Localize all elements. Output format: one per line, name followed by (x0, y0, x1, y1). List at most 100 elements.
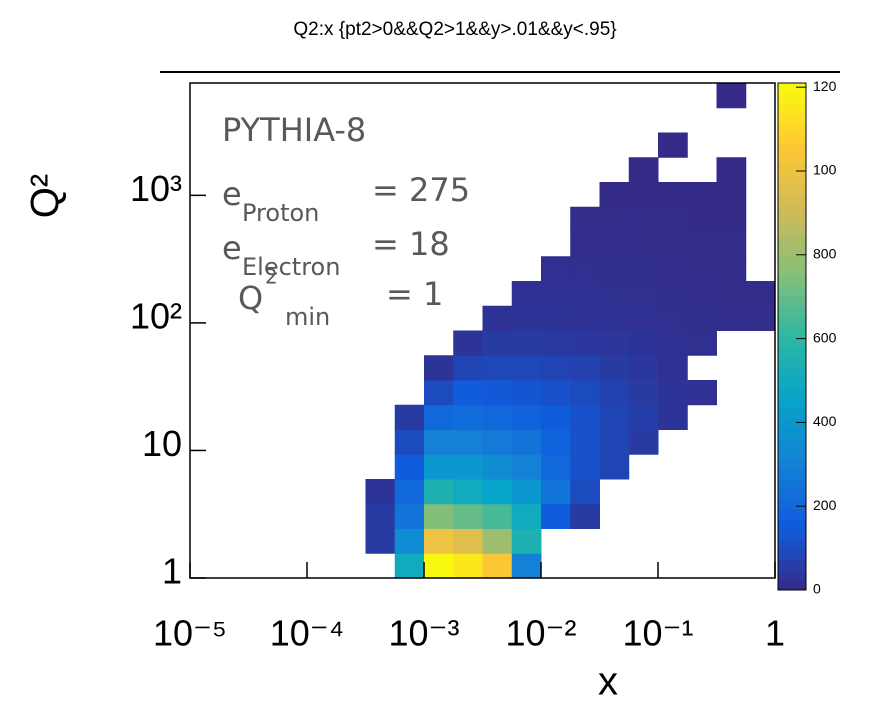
colorbar-band (778, 103, 806, 114)
annotation-value: = 1 (386, 275, 443, 313)
heatmap-cell (570, 305, 600, 331)
colorbar-band (778, 174, 806, 185)
heatmap-cell (716, 281, 747, 307)
heatmap-cell (658, 380, 688, 406)
heatmap-cell (628, 330, 659, 356)
heatmap-cell (365, 479, 396, 505)
heatmap-cell (599, 380, 630, 406)
heatmap-cell (424, 454, 454, 480)
heatmap-cell (511, 479, 542, 505)
colorbar-frame (777, 82, 807, 591)
heatmap-cell (599, 454, 630, 480)
colorbar-band (778, 83, 806, 94)
heatmap-cell (687, 182, 717, 208)
heatmap-cell (541, 256, 571, 282)
heatmap-cell (424, 404, 454, 430)
heatmap-cell (394, 528, 425, 554)
annotation-base: e (222, 229, 242, 267)
colorbar-tick-label: 600 (813, 329, 837, 345)
colorbar-band (778, 295, 806, 307)
heatmap-cell (541, 281, 571, 307)
heatmap-cell (511, 355, 542, 381)
heatmap-cell (424, 380, 454, 406)
heatmap-cell (658, 281, 688, 307)
annotation-sub: min (285, 303, 330, 331)
heatmap-cell (482, 503, 513, 529)
colorbar-band (778, 265, 806, 277)
heatmap-cell (599, 231, 630, 257)
x-axis-label: x (598, 660, 618, 701)
heatmap-cell (716, 305, 747, 331)
heatmap-cell (716, 157, 747, 183)
heatmap-cell (424, 429, 454, 455)
plot-frame (189, 82, 776, 579)
x-tick-label: 10⁻² (505, 613, 576, 654)
heatmap-cell (511, 404, 542, 430)
heatmap-cell (628, 157, 659, 183)
y-tick-label: 10³ (130, 168, 182, 209)
heatmap-cell (599, 355, 630, 381)
heatmap-cell (511, 454, 542, 480)
heatmap-cell (658, 305, 688, 331)
heatmap-cell (541, 380, 571, 406)
y-tick-label: 1 (162, 551, 182, 592)
x-tick-label: 10⁻⁵ (153, 613, 227, 654)
heatmap-cell (628, 256, 659, 282)
colorbar-band (778, 123, 806, 135)
colorbar-band (778, 427, 806, 439)
heatmap-cell (716, 182, 747, 208)
colorbar-band (778, 529, 806, 540)
heatmap-cell (628, 206, 659, 232)
heatmap-cell (424, 553, 454, 579)
colorbar-band (778, 356, 806, 368)
heatmap-cell (570, 330, 600, 356)
heatmap-cell (628, 231, 659, 257)
heatmap-cell (541, 454, 571, 480)
colorbar-tick-label: 0 (813, 581, 821, 597)
heatmap-cell (365, 503, 396, 529)
heatmap-cell (599, 330, 630, 356)
colorbar-band (778, 204, 806, 216)
heatmap-cell (687, 231, 717, 257)
heatmap-cell (453, 479, 483, 505)
colorbar-band (778, 326, 806, 337)
colorbar-band (778, 498, 806, 510)
colorbar-band (778, 366, 806, 378)
heatmap-cell (453, 553, 483, 579)
chart-title: Q2:x {pt2>0&&Q2>1&&y>.01&&y<.95} (293, 19, 616, 40)
colorbar-band (778, 255, 806, 267)
heatmap-cell (570, 479, 600, 505)
colorbar-band (778, 133, 806, 145)
heatmap-cell (687, 206, 717, 232)
heatmap-cell (394, 429, 425, 455)
heatmap-cell (570, 454, 600, 480)
heatmap-cell (599, 404, 630, 430)
heatmap-cell (658, 206, 688, 232)
heatmap-cell (570, 429, 600, 455)
colorbar-band (778, 275, 806, 287)
heatmap-cell (453, 380, 483, 406)
colorbar-band (778, 448, 806, 459)
colorbar-band (778, 153, 806, 165)
heatmap-cell (453, 503, 483, 529)
heatmap-cell (424, 479, 454, 505)
heatmap-cell (570, 231, 600, 257)
colorbar-band (778, 346, 806, 358)
heatmap-cell (716, 231, 747, 257)
colorbar-band (778, 336, 806, 348)
heatmap-cell (394, 553, 425, 579)
colorbar-tick-label: 800 (813, 245, 837, 261)
annotation-sub: Proton (242, 199, 319, 227)
colorbar-band (778, 407, 806, 419)
heatmap-cell (658, 132, 688, 158)
heatmap-cell (570, 503, 600, 529)
heatmap-cell (541, 404, 571, 430)
colorbar-tick-label: 120 (813, 78, 837, 94)
annotation-sub: Electron (242, 253, 340, 281)
heatmap-cell (716, 83, 747, 109)
heatmap-cell (394, 404, 425, 430)
colorbar-band (778, 194, 806, 206)
heatmap-cell (511, 528, 542, 554)
colorbar-band (778, 245, 806, 256)
